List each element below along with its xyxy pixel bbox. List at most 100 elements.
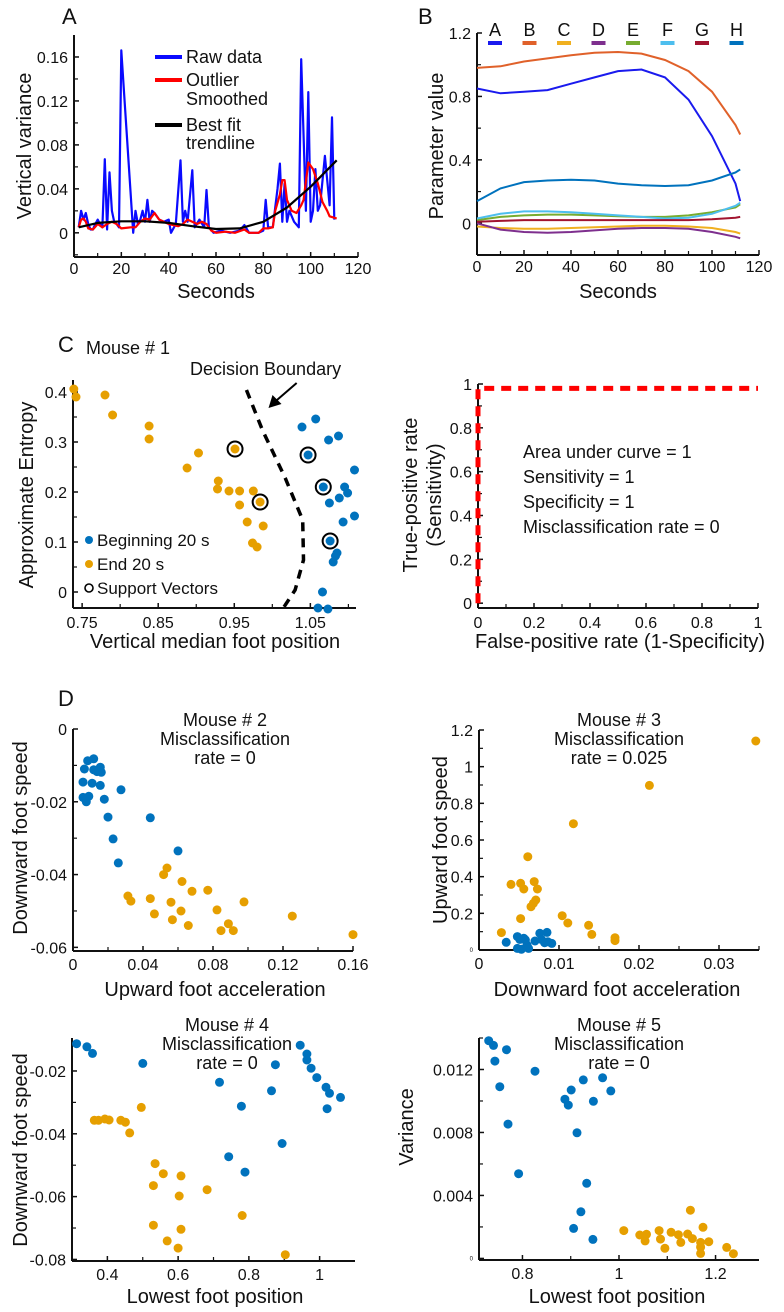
x-tick-label: 0 <box>473 259 482 276</box>
y-tick-label: 0.012 <box>433 1062 473 1079</box>
end-point <box>228 926 238 936</box>
end-point <box>223 919 233 929</box>
legend-label: C <box>558 20 571 40</box>
chart-title: Misclassification <box>554 729 684 749</box>
end-point <box>158 1169 168 1179</box>
end-point <box>348 930 358 940</box>
beginning-point <box>318 482 328 492</box>
y-tick-label: 0.3 <box>45 435 67 452</box>
y-tick-label: -0.04 <box>31 868 68 885</box>
beginning-point <box>173 846 183 856</box>
legend-label: D <box>592 20 605 40</box>
beginning-point <box>328 557 338 567</box>
beginning-point <box>277 1139 287 1148</box>
end-point <box>610 936 620 946</box>
end-point <box>125 1128 135 1138</box>
beginning-point <box>334 431 343 441</box>
x-tick-label: 120 <box>746 259 773 276</box>
x-axis-title: Vertical median foot position <box>90 631 340 653</box>
beginning-point <box>87 778 97 788</box>
support-vector-marker <box>321 532 339 550</box>
y-tick-label: 0 <box>59 226 68 243</box>
legend-label: E <box>627 20 639 40</box>
panel-label: D <box>58 686 74 711</box>
end-point <box>203 885 213 895</box>
panel-a: A 0 20 40 60 80 100 120 0 0.04 0.08 0.12 0.16 Seconds… <box>14 4 371 303</box>
end-point <box>242 517 252 527</box>
y-axis-title: Approximate Entropy <box>16 402 38 589</box>
x-tick-label: 1 <box>615 1266 624 1283</box>
decision-boundary <box>244 389 306 613</box>
beginning-point <box>312 1073 322 1083</box>
end-point <box>213 476 223 486</box>
end-point <box>280 1250 290 1260</box>
x-tick-label: 1.2 <box>704 1266 726 1283</box>
roc-curve <box>475 385 758 604</box>
beginning-point <box>297 422 307 432</box>
beginning-point <box>578 1075 588 1085</box>
y-tick-label: -0.06 <box>30 1190 67 1207</box>
end-point <box>173 1243 183 1253</box>
end-point <box>587 929 597 939</box>
decision-boundary-label: Decision Boundary <box>190 359 341 379</box>
end-point <box>529 877 539 887</box>
chart-title: rate = 0 <box>588 1053 650 1073</box>
end-point <box>687 1234 697 1244</box>
y-tick-label: 1.2 <box>451 723 473 740</box>
x-tick-label: 80 <box>656 259 674 276</box>
beginning-point <box>572 1128 582 1138</box>
y-tick-label: -0.06 <box>31 940 68 957</box>
y-tick-label: -0.02 <box>31 795 68 812</box>
beginning-point <box>520 935 530 945</box>
x-tick-label: 40 <box>160 261 178 278</box>
end-point <box>159 870 169 880</box>
x-tick-label: 60 <box>207 261 225 278</box>
panel-label: C <box>58 332 74 357</box>
beginning-point <box>606 1086 616 1096</box>
legend-end-dot <box>85 560 93 568</box>
y-tick-label: 0.12 <box>37 94 68 111</box>
y-axis-title: Variance <box>396 1088 418 1165</box>
legend-swatch <box>591 41 606 45</box>
y-tick-label: 0.2 <box>45 485 67 502</box>
legend-label: H <box>730 20 743 40</box>
end-point <box>182 463 192 473</box>
end-point <box>557 911 567 921</box>
x-tick-label: 0.4 <box>96 1267 118 1284</box>
end-point <box>584 920 594 930</box>
y-axis-title: True-positive rate <box>400 418 422 573</box>
x-tick-label: 0.85 <box>143 615 174 632</box>
y-axis-title: Parameter value <box>426 73 448 220</box>
end-point <box>216 926 226 936</box>
end-point <box>506 879 516 889</box>
y-tick-label: 0.16 <box>37 50 68 67</box>
panel-c2: 0 0.2 0.4 0.6 0.8 100.20.40.60.81False-positi… <box>400 377 765 653</box>
y-tick-label: 0.2 <box>450 552 472 569</box>
x-tick-label: 1.05 <box>295 615 326 632</box>
x-tick-label: 0 <box>70 261 79 278</box>
end-point <box>235 500 245 510</box>
end-point <box>202 1185 212 1195</box>
end-point <box>120 1117 130 1127</box>
y-tick-label: 0.8 <box>449 89 471 106</box>
end-point <box>144 434 154 444</box>
x-axis-title: Seconds <box>177 281 255 303</box>
y-tick-label: 0 <box>470 1256 474 1262</box>
beginning-point <box>514 1169 524 1179</box>
end-point <box>235 486 245 496</box>
panel-label: B <box>418 4 433 29</box>
beginning-point <box>524 943 534 953</box>
panel-m3: 0 0.01 0.02 0.03 0 0.2 0.4 0.6 0.8 1 1.2 Downward f… <box>430 710 761 1001</box>
support-vector-marker <box>299 446 317 464</box>
roc-annotation: Misclassification rate = 0 <box>523 517 720 537</box>
x-tick-label: 0.95 <box>219 615 250 632</box>
end-point <box>144 421 154 431</box>
y-tick-label: -0.04 <box>30 1127 67 1144</box>
x-tick-label: 0.8 <box>238 1267 260 1284</box>
beginning-point <box>495 1082 505 1092</box>
beginning-point <box>145 813 155 823</box>
chart-title: rate = 0.025 <box>571 748 668 768</box>
beginning-point <box>588 1096 598 1106</box>
legend-swatch <box>488 41 502 45</box>
